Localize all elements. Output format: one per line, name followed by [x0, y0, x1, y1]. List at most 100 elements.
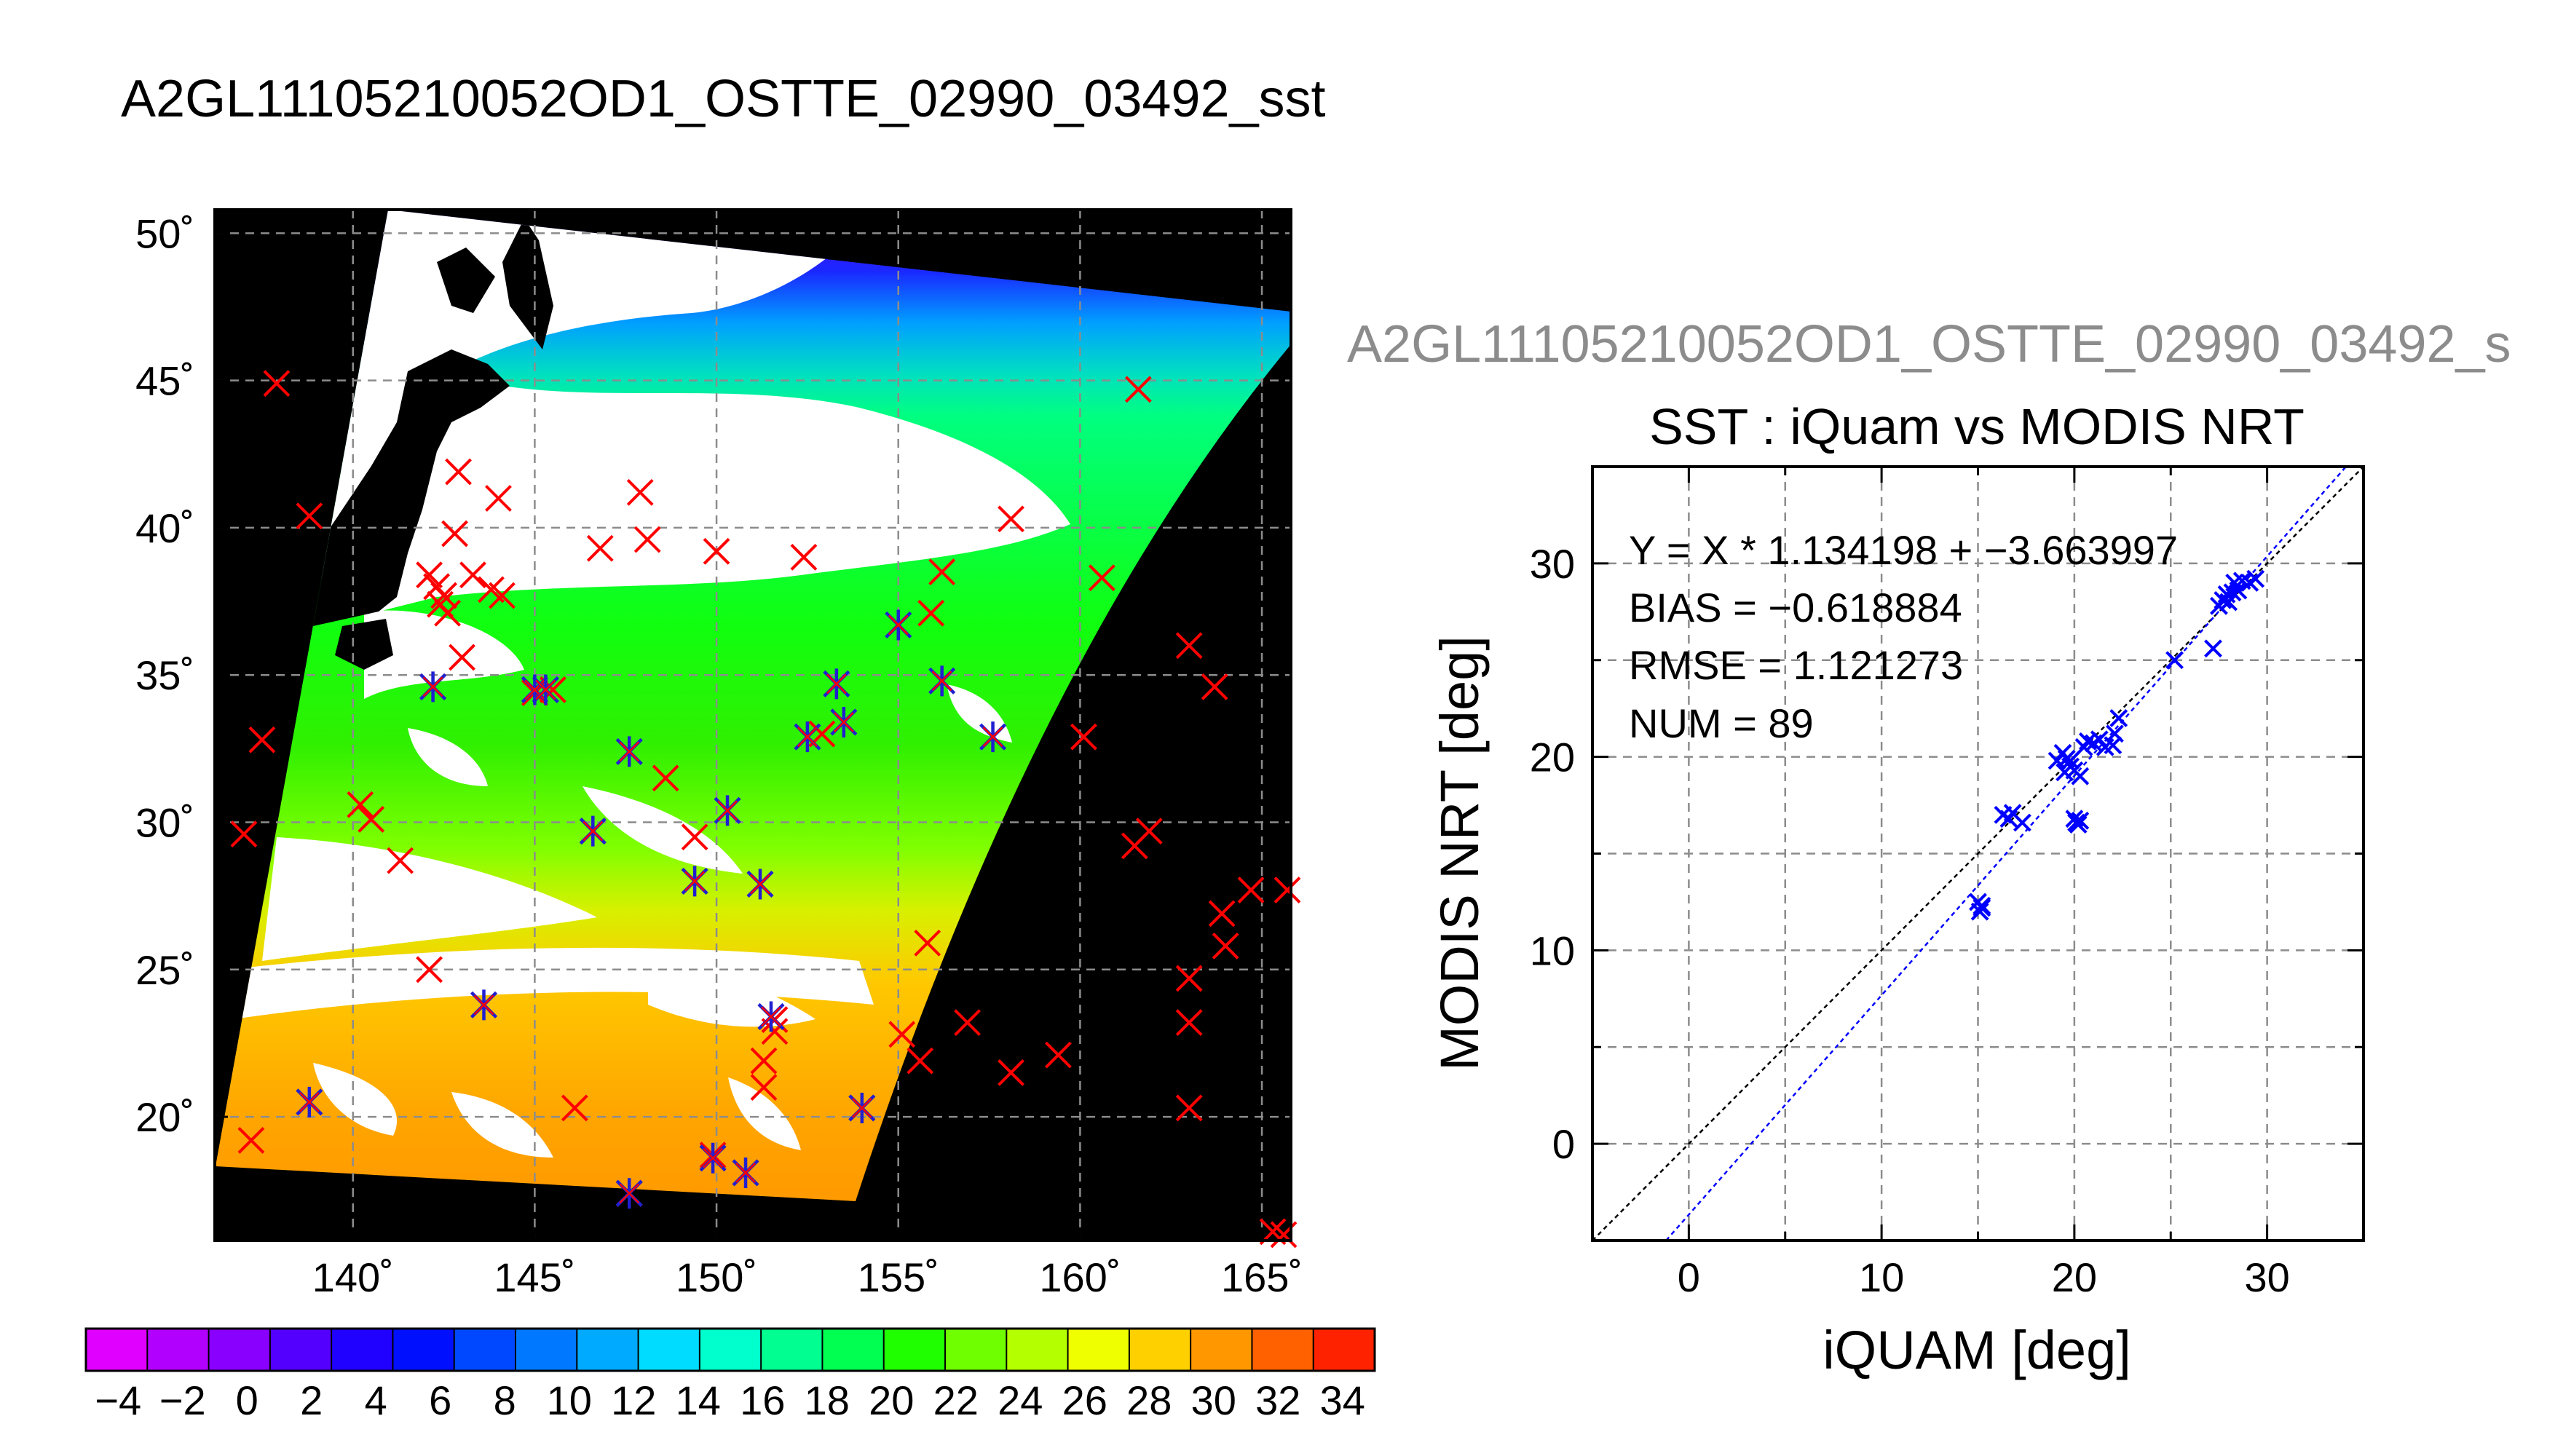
scatter-y-tick-label: 20 — [1530, 735, 1575, 780]
map-lon-tick-label: 160˚ — [1039, 1254, 1121, 1300]
matchup-x-marker — [1208, 900, 1236, 927]
valid-matchup-star-marker — [532, 674, 559, 705]
colorbar-tick-label: 34 — [1320, 1377, 1365, 1423]
matchup-x-glyph — [441, 520, 468, 547]
matchup-x-glyph — [917, 599, 945, 627]
matchup-x-marker — [1201, 673, 1228, 700]
matchup-x-glyph — [633, 526, 661, 553]
colorbar-cell — [392, 1329, 455, 1371]
matchup-x-glyph — [750, 1047, 778, 1075]
matchup-x-marker — [750, 1047, 778, 1075]
matchup-x-glyph — [1045, 1041, 1072, 1069]
matchup-x-marker — [750, 1074, 778, 1101]
colorbar-cell — [269, 1329, 332, 1371]
colorbar-tick-label: 14 — [676, 1377, 721, 1423]
matchup-x-marker — [441, 520, 468, 547]
matchup-x-glyph — [485, 485, 512, 512]
matchup-x-glyph — [998, 505, 1024, 533]
valid-matchup-star-marker — [470, 989, 498, 1021]
matchup-x-glyph — [652, 764, 679, 792]
y-axis-label: MODIS NRT [deg] — [1429, 636, 1490, 1071]
colorbar-tick-label: 10 — [547, 1377, 592, 1423]
matchup-x-glyph — [1208, 900, 1236, 927]
valid-matchup-star-marker — [579, 815, 607, 847]
matchup-x-marker — [914, 929, 941, 957]
scatter-point — [2106, 724, 2124, 743]
matchup-x-marker — [586, 534, 614, 562]
colorbar-tick-label: −4 — [95, 1377, 141, 1423]
matchup-x-glyph — [790, 543, 818, 571]
valid-star-overlay — [761, 1006, 781, 1027]
map-lat-tick-label: 35˚ — [135, 652, 194, 698]
valid-matchup-star-marker — [885, 609, 912, 641]
main-title: A2GL11105210052OD1_OSTTE_02990_03492_sst — [121, 70, 1326, 128]
matchup-x-glyph — [445, 458, 472, 486]
colorbar-tick-label: 20 — [869, 1377, 914, 1423]
colorbar-tick-label: 6 — [429, 1377, 451, 1423]
matchup-x-glyph — [681, 823, 708, 851]
valid-star-overlay — [797, 727, 818, 748]
colorbar-cell — [86, 1329, 148, 1371]
colorbar-cell — [699, 1329, 762, 1371]
valid-star-overlay — [931, 670, 952, 692]
scatter-plot: SST : iQuam vs MODIS NRT 0 10 20 300102030 … — [1429, 398, 2365, 1380]
matchup-x-glyph — [1201, 673, 1228, 700]
matchup-x-marker — [1175, 965, 1203, 992]
matchup-x-marker — [230, 820, 258, 848]
map-lon-tick-label: 145˚ — [494, 1254, 575, 1300]
matchup-x-glyph — [1088, 564, 1115, 592]
matchup-x-marker — [1135, 818, 1163, 845]
matchup-x-glyph — [449, 644, 475, 671]
valid-matchup-star-marker — [714, 795, 741, 826]
matchup-x-marker — [633, 526, 661, 553]
scatter-x-tick-label: 0 — [1678, 1254, 1700, 1300]
matchup-x-glyph — [1175, 965, 1203, 992]
identity-line — [1592, 466, 2364, 1241]
matchup-x-marker — [1237, 877, 1265, 903]
scatter-y-tick-label: 0 — [1552, 1121, 1575, 1167]
matchup-x-marker — [347, 791, 374, 818]
valid-star-overlay — [583, 820, 604, 842]
colorbar-cell — [1129, 1329, 1191, 1371]
map-lat-tick-label: 20˚ — [135, 1094, 194, 1140]
colorbar-tick-label: 26 — [1062, 1377, 1107, 1423]
valid-matchup-star-marker — [746, 869, 774, 900]
matchup-x-marker — [888, 1021, 916, 1048]
scatter-x-tick-label: 20 — [2052, 1254, 2097, 1300]
scatter-point — [2223, 583, 2242, 602]
valid-matchup-star-marker — [979, 721, 1007, 753]
colorbar-cell — [822, 1329, 885, 1371]
valid-star-overlay — [735, 1163, 756, 1183]
valid-matchup-star-marker — [615, 1178, 643, 1209]
valid-star-overlay — [535, 679, 556, 700]
colorbar-cell — [454, 1329, 516, 1371]
colorbar-cell — [516, 1329, 577, 1371]
matchup-x-marker — [998, 1059, 1024, 1086]
matchup-x-glyph — [430, 582, 457, 609]
valid-star-overlay — [826, 673, 847, 695]
matchup-x-marker — [1124, 376, 1152, 403]
map-lat-tick-label: 50˚ — [135, 210, 194, 256]
scatter-point — [2071, 767, 2090, 786]
scatter-point — [1970, 902, 1989, 921]
map-lat-tick-label: 30˚ — [135, 800, 194, 846]
colorbar-cell — [331, 1329, 394, 1371]
matchup-x-marker — [263, 370, 291, 397]
matchup-x-glyph — [434, 599, 461, 627]
colorbar-tick-label: 8 — [494, 1377, 516, 1423]
colorbar-cell — [147, 1329, 210, 1371]
matchup-x-glyph — [1237, 877, 1265, 903]
matchup-x-glyph — [928, 558, 956, 586]
scatter-point — [2061, 751, 2080, 770]
colorbar-cell — [577, 1329, 639, 1371]
secondary-title: A2GL11105210052OD1_OSTTE_02990_03492_s — [1347, 315, 2511, 373]
map-axis-labels: 140˚ 145˚ 150˚ 155˚ 160˚ 165˚ 20˚ 25˚ 30˚ 35˚ 40˚ 4… — [135, 210, 1303, 1300]
map-lat-tick-label: 40˚ — [135, 505, 194, 551]
matchup-x-glyph — [954, 1009, 982, 1037]
valid-star-overlay — [717, 800, 738, 821]
scatter-point — [1999, 810, 2018, 828]
valid-star-overlay — [684, 871, 705, 892]
colorbar-tick-labels: −4 −2 0 2 4 6 8 10 12 14 16 18 20 22 24 26 28 30 32 34 — [95, 1377, 1365, 1423]
matchup-x-marker — [459, 561, 486, 589]
